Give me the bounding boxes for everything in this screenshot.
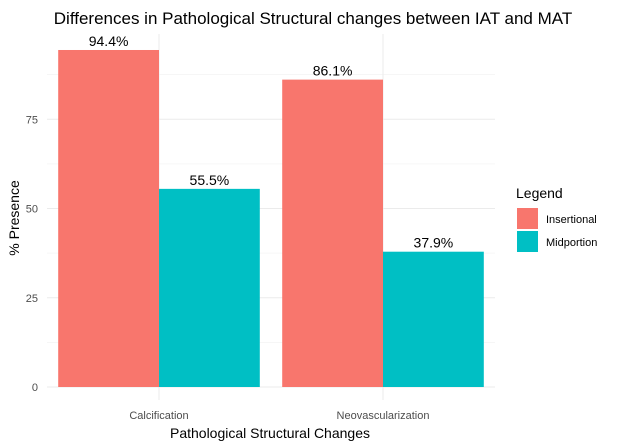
data-labels: 94.4% 55.5% 86.1% 37.9% — [89, 33, 454, 251]
legend: Legend Insertional Midportion — [516, 185, 597, 252]
x-axis-ticks: Calcification Neovascularization — [129, 410, 429, 422]
bar-insertional-neovascularization — [282, 79, 383, 388]
bar-midportion-neovascularization — [383, 251, 484, 387]
x-tick-label: Calcification — [129, 410, 188, 422]
x-tick-label: Neovascularization — [337, 410, 430, 422]
legend-label-insertional: Insertional — [546, 214, 597, 226]
legend-swatch-insertional — [517, 208, 538, 229]
y-axis-title: % Presence — [6, 180, 22, 256]
y-tick-label: 0 — [32, 382, 38, 394]
data-label: 94.4% — [89, 33, 129, 49]
legend-title: Legend — [516, 185, 563, 201]
y-axis-ticks: 0 25 50 75 — [26, 114, 38, 394]
data-label: 55.5% — [190, 172, 230, 188]
legend-swatch-midportion — [517, 231, 538, 252]
data-label: 37.9% — [414, 235, 454, 251]
y-tick-label: 25 — [26, 293, 38, 305]
x-axis-title: Pathological Structural Changes — [170, 425, 370, 441]
bar-midportion-calcification — [159, 188, 260, 387]
legend-label-midportion: Midportion — [546, 237, 597, 249]
data-label: 86.1% — [313, 63, 353, 79]
y-tick-label: 50 — [26, 204, 38, 216]
legend-items: Insertional Midportion — [517, 208, 597, 252]
chart-title: Differences in Pathological Structural c… — [54, 9, 572, 28]
y-tick-label: 75 — [26, 114, 38, 126]
bars — [58, 49, 484, 388]
bar-insertional-calcification — [58, 49, 160, 387]
